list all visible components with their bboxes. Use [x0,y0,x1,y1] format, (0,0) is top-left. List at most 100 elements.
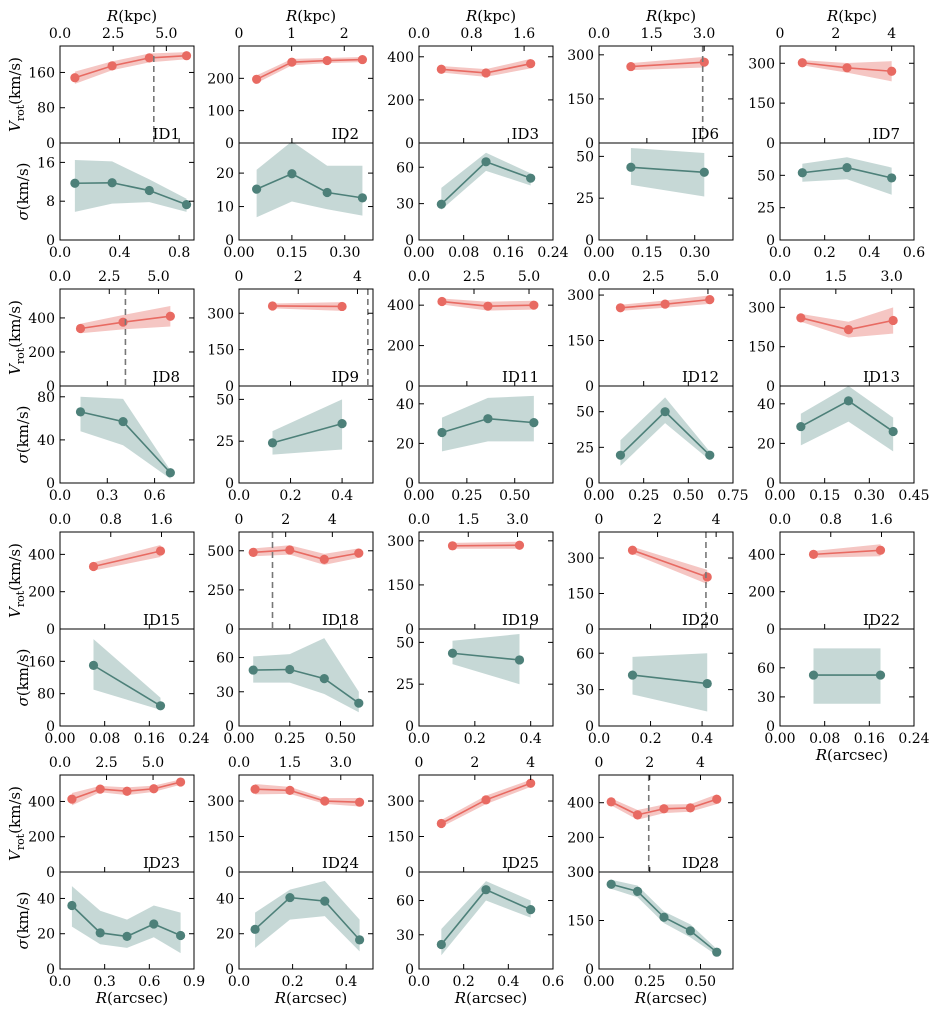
sigma-frame [238,628,374,727]
vrot-point [712,794,722,804]
sigma-point [355,935,365,945]
sigma-tick-label: 0 [225,962,234,978]
vrot-point [797,58,807,68]
sigma-tick-label: 40 [37,433,55,449]
vrot-tick-label: 0 [46,379,55,395]
r-kpc-label: R(kpc) [645,7,696,25]
panel-id: ID20 [682,611,719,629]
sigma-point [181,199,192,210]
sigma-frame [779,385,915,484]
sigma-point [529,418,539,428]
vrot-point [107,61,117,71]
vrot-line [255,788,360,804]
sigma-tick-label: 0 [46,233,55,249]
top-tick-label: 2 [831,26,840,42]
vrot-tick-label: 0 [405,136,414,152]
top-tick-label: 2.5 [463,269,485,285]
sigma-point [357,193,368,203]
vrot-point [606,797,616,807]
sigma-tick-label: 30 [396,197,414,213]
x-tick-label: 0.25 [451,488,482,504]
panel-id: ID13 [863,368,900,386]
sigma-frame [59,385,195,484]
vrot-point [67,794,77,804]
vrot-tick-label: 0 [585,622,594,638]
panel-id23: 0.0 0.3 0.6 0.9 0.0 2.5 5.0 0 200 400 0 20 40 ID23 [28,755,205,990]
sigma-tick-label: 80 [37,390,55,406]
vrot-tick-label: 0 [585,136,594,152]
vrot-point [354,548,364,558]
sigma-point [875,670,886,680]
sigma-band [802,157,892,195]
sigma-frame [598,142,734,241]
vrot-tick-label: 80 [37,101,55,117]
top-tick-label: 0.8 [460,26,482,42]
r-arcsec-label: R(arcsec) [95,989,169,1007]
vrot-point [285,545,295,555]
panel-id: ID3 [512,125,540,143]
panel-id: ID11 [502,368,539,386]
vrot-point [660,299,670,309]
top-tick-label: 2 [294,269,303,285]
x-tick-label: 0.75 [717,488,748,504]
sigma-tick-label: 20 [216,166,234,182]
vrot-tick-label: 0 [766,136,775,152]
vrot-point [699,57,709,67]
sigma-point [248,665,258,675]
vrot-tick-label: 300 [748,56,775,72]
r-kpc-label: R(kpc) [826,7,877,25]
vrot-point [176,777,186,787]
vrot-point [437,296,447,307]
sigma-tick-label: 25 [396,677,414,693]
x-tick-label: 0.50 [685,974,716,990]
top-tick-label: 0 [235,512,244,528]
sigma-frame [59,142,195,241]
vrot-band [813,544,881,558]
vrot-point [481,68,491,78]
r-kpc-label: R(kpc) [465,7,516,25]
vrot-tick-label: 0 [225,865,234,881]
x-tick-label: 0.6 [903,245,925,261]
vrot-point [149,784,159,794]
vrot-tick-label: 0 [405,865,414,881]
sigma-point [887,173,897,183]
panel-id: ID24 [322,854,359,872]
sigma-tick-label: 50 [757,168,775,184]
sigma-line [452,652,520,661]
vrot-point [122,786,132,796]
sigma-tick-label: 25 [576,440,594,456]
sigma-axis-label: σ(km/s) [14,405,32,463]
vrot-tick-label: 150 [567,334,594,350]
x-tick-label: 0.00 [223,245,254,261]
vrot-point [181,51,192,61]
vrot-point [659,804,669,814]
vrot-tick-label: 160 [28,65,55,81]
sigma-point [320,896,330,906]
sigma-tick-label: 0 [225,476,234,492]
sigma-point [526,905,536,915]
sigma-point [659,912,669,922]
panel-id: ID19 [502,611,539,629]
top-tick-label: 0.0 [49,269,71,285]
sigma-tick-label: 80 [37,687,55,703]
top-tick-label: 0.0 [408,512,430,528]
vrot-axis-label: Vrot(km/s) [6,543,27,618]
top-tick-label: 0.0 [408,269,430,285]
vrot-point [842,63,852,73]
sigma-point [699,167,709,177]
r-arcsec-label: R(arcsec) [634,989,708,1007]
panel-id24: 0.0 0.2 0.4 0.0 1.5 3.0 0 150 300 0 20 40 ID24 [207,755,374,990]
top-tick-label: 2 [281,512,290,528]
sigma-frame [779,628,915,727]
vrot-tick-label: 0 [46,136,55,152]
vrot-tick-label: 300 [748,300,775,316]
vrot-tick-label: 400 [387,298,414,314]
panel-id: ID7 [873,125,901,143]
top-tick-label: 1.6 [513,26,535,42]
vrot-band [441,58,531,77]
sigma-point [797,168,807,178]
vrot-point [526,778,536,788]
vrot-point [685,803,695,813]
vrot-tick-label: 200 [28,830,55,846]
